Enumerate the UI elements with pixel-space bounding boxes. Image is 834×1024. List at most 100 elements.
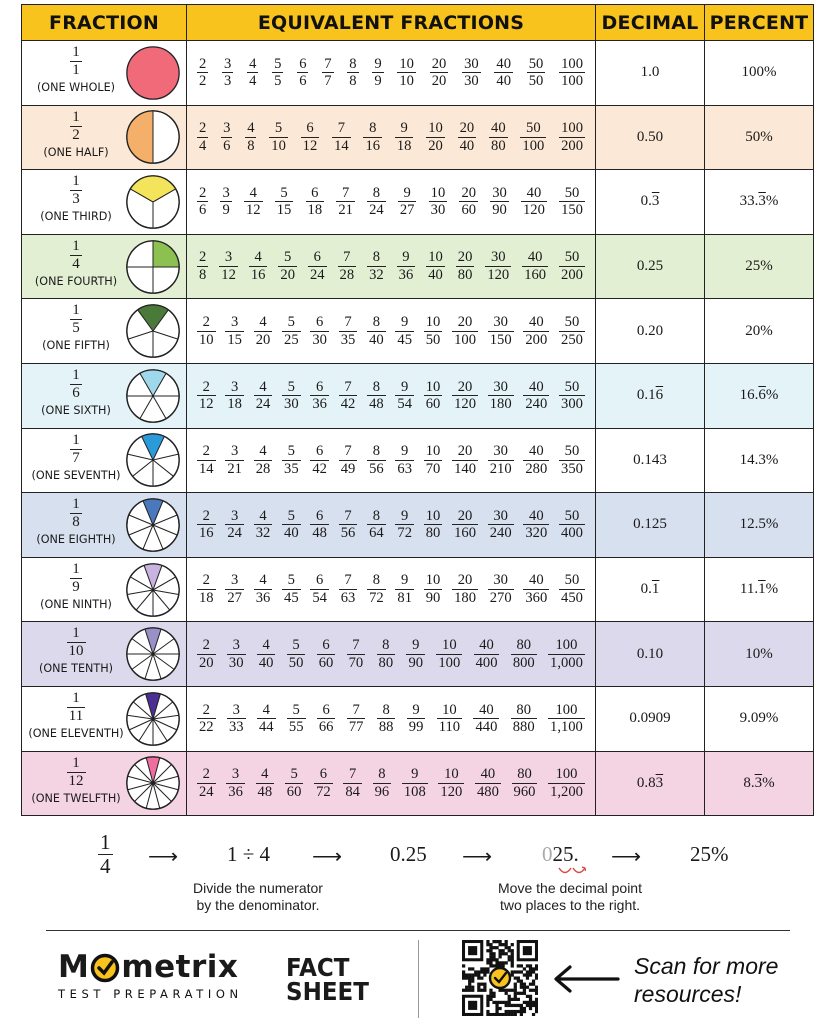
- denominator: 6: [221, 136, 233, 154]
- fraction-label: 1 12 (ONE TWELFTH): [26, 755, 126, 805]
- denominator: 400: [559, 524, 585, 542]
- numerator: 5: [287, 314, 295, 331]
- equivalent-fraction: 2 22: [197, 703, 216, 735]
- fraction-pie-icon: [126, 110, 180, 165]
- denominator: 32: [253, 524, 273, 542]
- denominator: 25: [282, 330, 301, 348]
- equivalent-fractions-cell: 2 8 3 12 4 16 5 20 6 24 7 28 8 32 9 36 10 40 20 80 30 120 40 16…: [186, 233, 596, 300]
- denominator: 6: [70, 383, 82, 401]
- numerator: 4: [249, 55, 257, 72]
- fraction-label: 1 4 (ONE FOURTH): [26, 238, 126, 288]
- numerator: 3: [224, 55, 232, 72]
- numerator: 1: [72, 560, 80, 577]
- denominator: 100: [559, 72, 585, 90]
- denominator: 8: [347, 72, 359, 90]
- equivalent-fraction: 3 24: [225, 509, 244, 541]
- fraction-cell: 1 8 (ONE EIGHTH): [21, 492, 187, 558]
- denominator: 45: [395, 330, 414, 348]
- equivalent-fraction: 6 66: [316, 703, 336, 735]
- equivalent-fraction: 20 60: [459, 184, 479, 218]
- equivalent-fractions-cell: 2 22 3 33 4 44 5 55 6 66 7 77 8 88 9 99 10 110 40 440 80 880 1…: [186, 685, 596, 752]
- numerator: 80: [516, 637, 532, 654]
- percent-cell: 50%: [704, 104, 814, 171]
- equivalent-fraction: 20 100: [452, 315, 478, 347]
- numerator: 8: [372, 184, 381, 201]
- numerator: 3: [224, 249, 233, 266]
- equivalent-fraction: 40 360: [523, 573, 550, 605]
- denominator: 440: [473, 718, 500, 736]
- fact-word: FACT: [286, 953, 350, 982]
- equivalent-fraction: 40 80: [489, 121, 508, 153]
- equivalent-fraction: 2 18: [197, 573, 216, 605]
- numerator: 100: [561, 120, 583, 137]
- numerator: 40: [479, 701, 494, 718]
- denominator: 30: [462, 72, 481, 90]
- denominator: 48: [310, 524, 329, 542]
- numerator: 50: [564, 314, 580, 331]
- numerator: 10: [425, 314, 441, 331]
- equivalent-fraction: 20 40: [457, 121, 477, 153]
- numerator: 10: [425, 572, 441, 589]
- fraction-pie-icon: [126, 175, 180, 229]
- denominator: 120: [485, 266, 512, 284]
- fraction-name: (ONE TENTH): [38, 662, 114, 676]
- denominator: 54: [395, 395, 414, 413]
- denominator: 1,200: [548, 782, 585, 800]
- sheet-word: SHEET: [286, 977, 369, 1006]
- brand-wordmark: M metrix: [58, 952, 243, 983]
- denominator: 42: [310, 459, 329, 477]
- denominator: 120: [452, 395, 478, 413]
- equivalent-fraction: 2 12: [197, 380, 216, 412]
- percent-cell: 14.3%: [704, 427, 814, 494]
- denominator: 27: [225, 589, 244, 607]
- numerator: 9: [403, 184, 411, 201]
- fraction-pie-icon: [126, 627, 180, 681]
- fraction-cell: 1 7 (ONE SEVENTH): [21, 427, 187, 494]
- numerator: 4: [259, 314, 267, 331]
- fraction-name: (ONE EIGHTH): [36, 533, 116, 547]
- denominator: 20: [197, 653, 216, 671]
- mometrix-logo[interactable]: M metrix TEST PREPARATION: [58, 952, 243, 1002]
- numerator: 80: [517, 766, 532, 783]
- numerator: 100: [555, 701, 578, 718]
- denominator: 7: [322, 72, 334, 90]
- denominator: 8: [70, 513, 82, 531]
- numerator: 10: [442, 701, 457, 718]
- percent-cell: 100%: [704, 40, 814, 106]
- numerator: 6: [306, 120, 314, 137]
- denominator: 240: [487, 524, 514, 542]
- numerator: 1: [72, 689, 80, 706]
- equivalent-fraction: 8 88: [376, 703, 396, 735]
- fraction-label: 1 8 (ONE EIGHTH): [26, 497, 126, 547]
- denominator: 50: [526, 72, 546, 90]
- equivalent-fraction: 7 35: [338, 315, 358, 347]
- denominator: 5: [272, 72, 284, 90]
- equivalent-fraction: 6 18: [305, 186, 325, 218]
- numerator: 20: [461, 184, 477, 201]
- denominator: 4: [70, 254, 82, 272]
- fraction-name: (ONE FOURTH): [34, 274, 118, 288]
- numerator: 40: [527, 249, 543, 266]
- numerator: 1: [72, 108, 80, 125]
- equivalent-fraction: 7 42: [338, 380, 358, 412]
- percent-cell: 25%: [704, 233, 814, 300]
- equivalent-fraction: 2 10: [197, 315, 216, 347]
- qr-code-icon[interactable]: [462, 940, 538, 1016]
- fraction-cell: 1 11 (ONE ELEVENTH): [21, 685, 187, 752]
- equivalent-fraction: 4 28: [253, 444, 273, 476]
- numerator: 8: [372, 572, 380, 589]
- equivalent-fraction: 6 36: [310, 380, 329, 412]
- fraction-label: 1 1 (ONE WHOLE): [26, 45, 126, 95]
- brand-rest: metrix: [121, 949, 239, 985]
- denominator: 63: [395, 459, 414, 477]
- denominator: 30: [428, 201, 448, 219]
- denominator: 12: [66, 771, 86, 789]
- numerator: 20: [457, 314, 473, 331]
- caption-move-line1: Move the decimal point: [498, 880, 642, 896]
